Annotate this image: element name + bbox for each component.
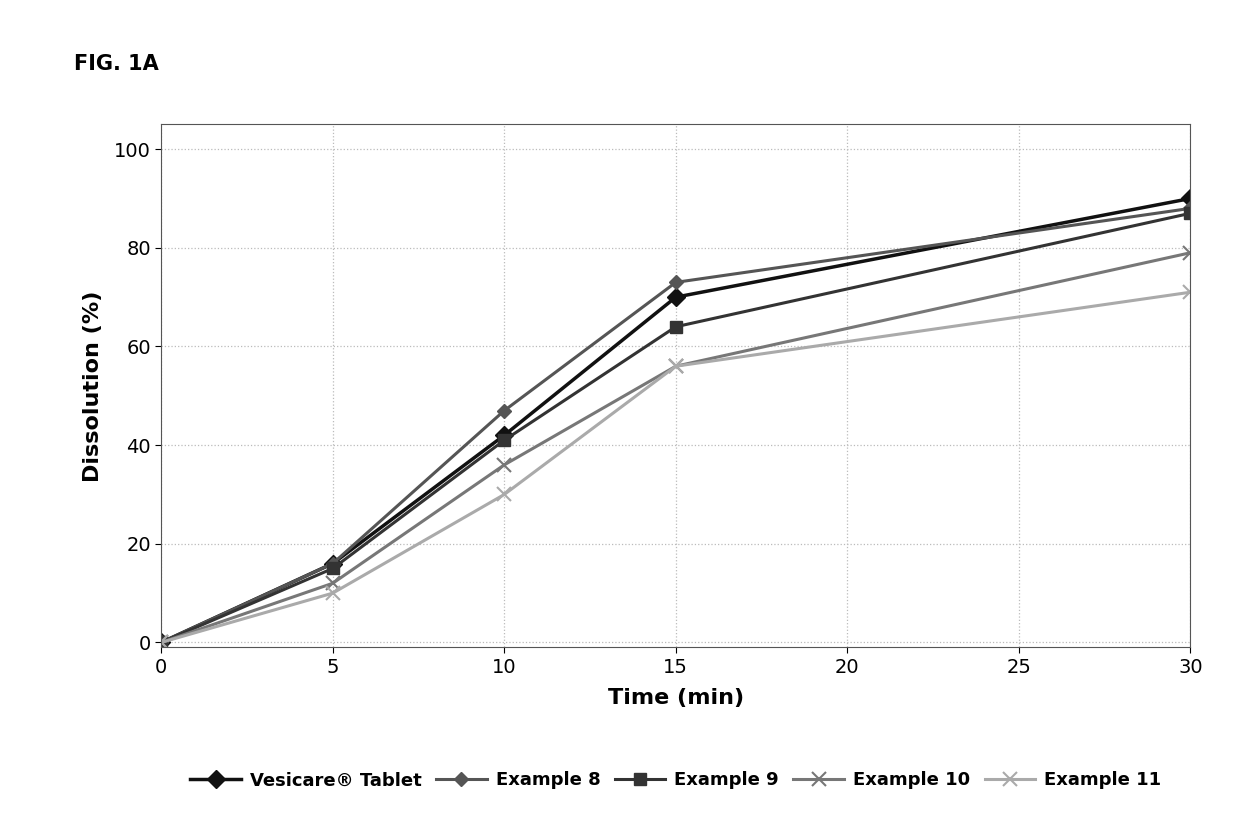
Example 10 bbox=[497, 460, 512, 470]
Example 8 bbox=[154, 637, 169, 647]
Vesicare® Tablet bbox=[154, 637, 169, 647]
Example 11 bbox=[668, 361, 683, 371]
Example 10 bbox=[325, 579, 340, 588]
Vesicare® Tablet bbox=[1183, 193, 1198, 203]
Vesicare® Tablet bbox=[668, 292, 683, 302]
Example 9 bbox=[497, 435, 512, 445]
Example 10 bbox=[668, 361, 683, 371]
Example 11 bbox=[1183, 287, 1198, 297]
Vesicare® Tablet bbox=[497, 430, 512, 440]
Example 11 bbox=[154, 637, 169, 647]
Example 11 bbox=[325, 588, 340, 598]
Example 8 bbox=[325, 559, 340, 569]
Text: FIG. 1A: FIG. 1A bbox=[74, 54, 159, 74]
Example 11 bbox=[497, 490, 512, 500]
Legend: Vesicare® Tablet, Example 8, Example 9, Example 10, Example 11: Vesicare® Tablet, Example 8, Example 9, … bbox=[190, 771, 1162, 789]
Example 10 bbox=[1183, 248, 1198, 258]
Line: Example 11: Example 11 bbox=[154, 286, 1198, 649]
Line: Example 10: Example 10 bbox=[154, 246, 1198, 649]
Example 9 bbox=[154, 637, 169, 647]
Example 8 bbox=[497, 406, 512, 416]
Line: Example 9: Example 9 bbox=[156, 208, 1195, 648]
Line: Vesicare® Tablet: Vesicare® Tablet bbox=[155, 193, 1197, 649]
Example 10 bbox=[154, 637, 169, 647]
Line: Example 8: Example 8 bbox=[156, 203, 1195, 647]
Example 8 bbox=[1183, 203, 1198, 213]
Example 9 bbox=[325, 564, 340, 574]
Y-axis label: Dissolution (%): Dissolution (%) bbox=[83, 290, 103, 481]
Example 9 bbox=[668, 322, 683, 332]
Example 8 bbox=[668, 277, 683, 287]
Example 9 bbox=[1183, 208, 1198, 218]
X-axis label: Time (min): Time (min) bbox=[608, 688, 744, 708]
Vesicare® Tablet bbox=[325, 559, 340, 569]
